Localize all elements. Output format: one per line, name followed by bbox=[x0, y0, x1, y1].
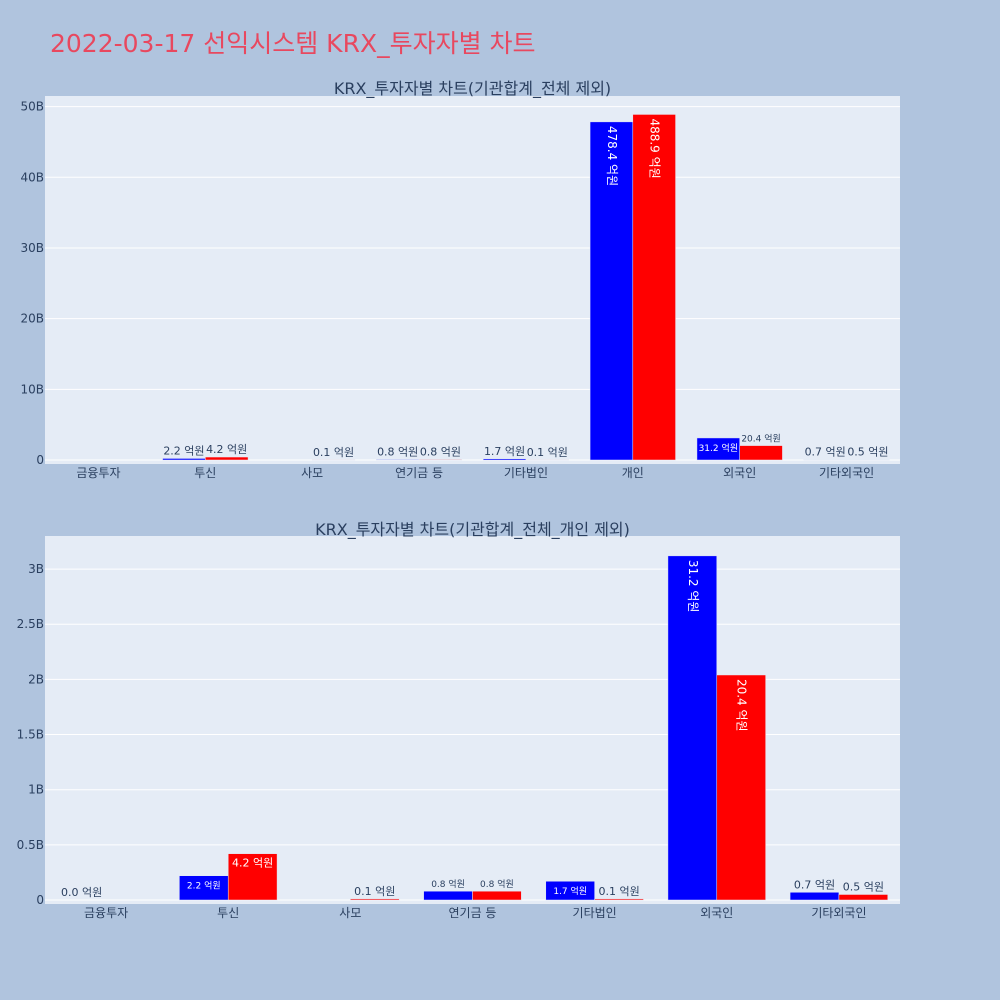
chart1-data-label: 0.8 억원 bbox=[420, 445, 461, 458]
chart2-data-label: 0.7 억원 bbox=[794, 878, 835, 891]
chart2-data-label: 0.5 억원 bbox=[843, 880, 884, 893]
chart2-y-tick-label: 2B bbox=[28, 672, 44, 686]
chart1-plot-area bbox=[45, 96, 900, 464]
chart1-bar bbox=[632, 114, 676, 461]
chart1-bar bbox=[739, 445, 783, 461]
chart1-x-tick-label: 외국인 bbox=[723, 466, 756, 480]
chart1-y-tick-label: 50B bbox=[20, 100, 44, 114]
chart2-y-tick-label: 2.5B bbox=[17, 617, 44, 631]
chart2-x-tick-label: 기타외국인 bbox=[811, 906, 866, 920]
chart1-bar bbox=[482, 458, 527, 461]
chart1-data-label: 0.5 억원 bbox=[847, 446, 888, 459]
chart1-y-tick-label: 20B bbox=[20, 312, 44, 326]
chart1-data-label: 2.2 억원 bbox=[163, 444, 204, 457]
chart2-bar bbox=[179, 875, 229, 901]
chart2-bar bbox=[789, 892, 840, 901]
chart1-data-label: 0.1 억원 bbox=[313, 446, 354, 459]
chart2-data-label: 2.2 억원 bbox=[187, 880, 221, 892]
chart1-data-label: 0.1 억원 bbox=[527, 446, 568, 459]
chart1-x-tick-label: 기타법인 bbox=[504, 466, 548, 480]
chart2-data-label: 0.1 억원 bbox=[598, 885, 639, 898]
chart2-data-label: 31.2 억원 bbox=[686, 560, 700, 613]
chart2-x-tick-label: 외국인 bbox=[700, 906, 733, 920]
chart2-bar bbox=[594, 898, 644, 901]
chart2-title: KRX_투자자별 차트(기관합계_전체_개인 제외) bbox=[315, 520, 630, 540]
chart1-x-tick-label: 금융투자 bbox=[76, 466, 120, 480]
chart2-data-label: 0.0 억원 bbox=[61, 886, 102, 899]
chart2-data-label: 4.2 억원 bbox=[232, 857, 273, 870]
chart2-data-label: 20.4 억원 bbox=[735, 679, 749, 732]
chart2-x-tick-label: 사모 bbox=[339, 906, 361, 920]
chart2-bar bbox=[716, 674, 766, 901]
chart2-bar bbox=[423, 890, 473, 901]
chart2-bar bbox=[667, 555, 718, 901]
chart1-x-tick-label: 개인 bbox=[622, 466, 644, 480]
chart2-data-label: 1.7 억원 bbox=[553, 885, 587, 897]
chart2-bar bbox=[472, 890, 522, 901]
chart1-x-tick-label: 기타외국인 bbox=[819, 466, 874, 480]
chart1-data-label: 0.7 억원 bbox=[805, 446, 846, 459]
chart1-y-tick-label: 0 bbox=[36, 453, 44, 467]
chart2-x-tick-label: 연기금 등 bbox=[449, 906, 497, 920]
chart2-x-tick-label: 금융투자 bbox=[84, 906, 128, 920]
chart1-bar bbox=[376, 459, 420, 461]
chart2-data-label: 0.1 억원 bbox=[354, 885, 395, 898]
chart1-bar bbox=[418, 459, 463, 461]
chart2-bar bbox=[227, 853, 278, 901]
chart2-plot-area bbox=[45, 536, 900, 904]
chart2-x-tick-label: 투신 bbox=[217, 906, 239, 920]
chart2-data-label: 0.8 억원 bbox=[480, 878, 514, 890]
chart1-data-label: 478.4 억원 bbox=[605, 126, 619, 186]
chart1-bar bbox=[205, 456, 249, 461]
chart1-y-tick-label: 30B bbox=[20, 241, 44, 255]
chart2-x-tick-label: 기타법인 bbox=[573, 906, 617, 920]
chart1-x-tick-label: 연기금 등 bbox=[395, 466, 443, 480]
chart1-x-tick-label: 투신 bbox=[194, 466, 216, 480]
chart1-title: KRX_투자자별 차트(기관합계_전체 제외) bbox=[334, 79, 611, 99]
chart2-y-tick-label: 0 bbox=[36, 893, 44, 907]
chart1-data-label: 4.2 억원 bbox=[206, 443, 247, 456]
chart2-y-tick-label: 0.5B bbox=[17, 838, 44, 852]
chart2-data-label: 0.8 억원 bbox=[431, 878, 465, 890]
chart1-data-label: 1.7 억원 bbox=[484, 445, 525, 458]
chart2-bar bbox=[545, 880, 595, 901]
chart1-data-label: 488.9 억원 bbox=[648, 118, 662, 178]
chart1-x-tick-label: 사모 bbox=[301, 466, 323, 480]
chart2-bar bbox=[838, 894, 889, 901]
chart2-y-tick-label: 1B bbox=[28, 783, 44, 797]
chart1-bar bbox=[162, 458, 206, 461]
chart1-data-label: 20.4 억원 bbox=[741, 433, 780, 445]
chart1-data-label: 0.8 억원 bbox=[377, 445, 418, 458]
chart1-y-tick-label: 40B bbox=[20, 170, 44, 184]
chart1-data-label: 31.2 억원 bbox=[699, 442, 738, 454]
page-title: 2022-03-17 선익시스템 KRX_투자자별 차트 bbox=[50, 29, 536, 58]
chart2-y-tick-label: 1.5B bbox=[17, 728, 44, 742]
chart2-bar bbox=[350, 898, 400, 901]
chart2-y-tick-label: 3B bbox=[28, 562, 44, 576]
chart1-y-tick-label: 10B bbox=[20, 382, 44, 396]
